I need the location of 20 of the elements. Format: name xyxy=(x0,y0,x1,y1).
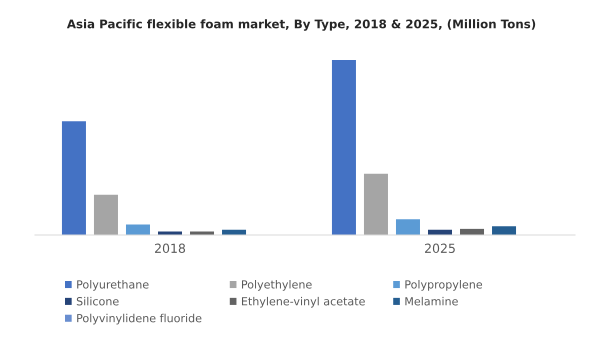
bar xyxy=(94,194,118,235)
x-tick-label: 2018 xyxy=(155,244,186,254)
bar xyxy=(460,228,484,235)
legend-label: Melamine xyxy=(405,296,458,306)
legend-label: Silicone xyxy=(76,296,119,306)
bar xyxy=(332,60,356,235)
bar xyxy=(428,230,452,235)
legend-label: Polyethylene xyxy=(242,280,312,291)
bar xyxy=(396,219,420,235)
legend-label: Polyvinylidene fluoride xyxy=(77,314,202,324)
bar xyxy=(222,230,246,235)
chart-title: Asia Pacific flexible foam market, By Type, 2018 & 2025, (Million Tons) xyxy=(66,19,536,31)
legend-label: Polypropylene xyxy=(405,280,482,291)
legend-label: Ethylene-vinyl acetate xyxy=(242,296,365,308)
x-tick-label: 2025 xyxy=(425,244,455,254)
bar xyxy=(364,174,388,235)
bar xyxy=(126,224,150,235)
legend-label: Polyurethane xyxy=(77,280,149,291)
bar xyxy=(492,226,516,235)
bar xyxy=(62,121,86,235)
